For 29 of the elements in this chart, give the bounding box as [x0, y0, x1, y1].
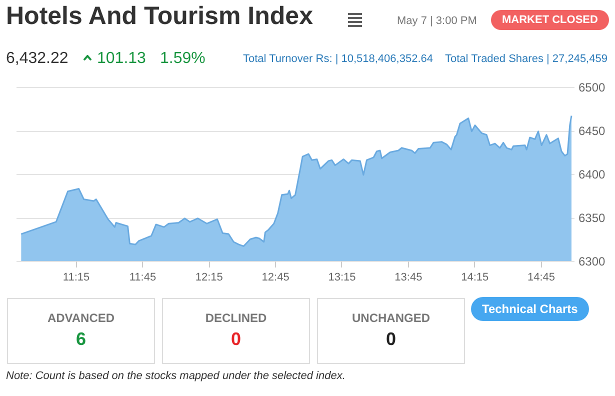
text: 101.13 — [97, 50, 146, 68]
x-tick-label: 12:45 — [262, 272, 290, 284]
x-tick-label: 13:15 — [328, 272, 356, 284]
text: Total Turnover Rs: | 10,518,406,352.64 — [243, 53, 433, 65]
text: ADVANCED — [46, 311, 116, 325]
y-tick-label: 6300 — [578, 254, 606, 268]
text: Total Traded Shares | 27,245,459 — [445, 53, 608, 65]
text: Technical Charts — [471, 297, 589, 321]
text: UNCHANGED — [351, 311, 431, 325]
text: MARKET CLOSED — [491, 10, 609, 30]
y-tick-label: 6450 — [578, 124, 606, 138]
x-tick-label: 13:45 — [394, 272, 422, 284]
x-tick-label: 11:15 — [62, 272, 90, 284]
y-tick-label: 6500 — [578, 80, 606, 94]
text: May 7 | 3:00 PM — [397, 15, 477, 27]
text: 6 — [74, 329, 87, 350]
x-tick-label: 14:45 — [528, 272, 556, 284]
text: 6,432.22 — [6, 50, 68, 68]
text: 0 — [384, 329, 397, 350]
y-tick-label: 6400 — [578, 168, 606, 182]
chart-title: Hotels And Tourism Index — [6, 2, 313, 31]
x-tick-label: 11:45 — [129, 272, 156, 284]
text: 1.59% — [160, 50, 206, 68]
text: 0 — [230, 329, 242, 350]
x-tick-label: 12:15 — [195, 272, 223, 284]
text: DECLINED — [204, 311, 268, 325]
text: Note: Count is based on the stocks mapped under the selected index. — [6, 370, 346, 382]
y-tick-label: 6350 — [578, 211, 606, 225]
x-tick-label: 14:15 — [461, 272, 489, 284]
